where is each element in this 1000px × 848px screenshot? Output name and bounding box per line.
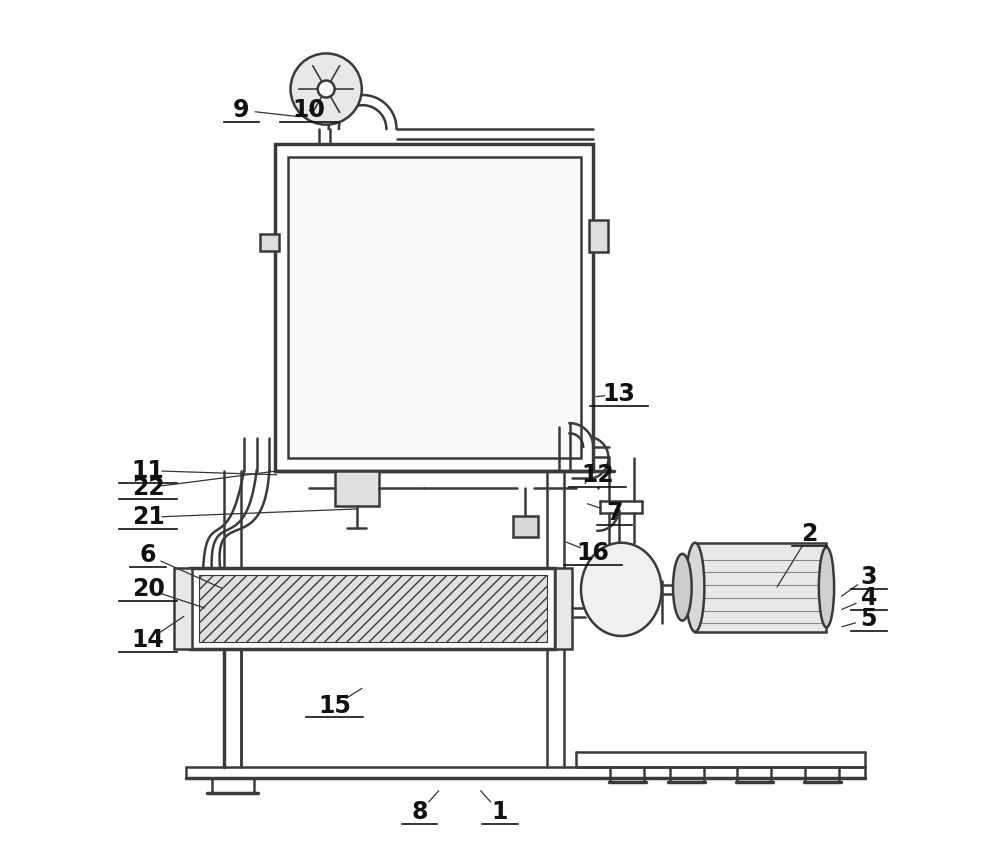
Ellipse shape — [581, 543, 662, 636]
Text: 8: 8 — [411, 801, 428, 824]
Text: 6: 6 — [140, 544, 156, 567]
Text: 3: 3 — [861, 565, 877, 589]
Text: 12: 12 — [581, 463, 614, 487]
Bar — [199, 575, 547, 642]
Text: 20: 20 — [132, 577, 165, 601]
Bar — [513, 516, 538, 537]
Ellipse shape — [686, 543, 704, 632]
Text: 15: 15 — [318, 694, 351, 717]
Bar — [288, 157, 581, 458]
Text: 7: 7 — [606, 501, 623, 525]
Text: 5: 5 — [861, 607, 877, 631]
Bar — [555, 568, 572, 649]
Bar — [190, 568, 555, 649]
Bar — [275, 144, 593, 471]
Text: 4: 4 — [861, 586, 877, 610]
Ellipse shape — [673, 554, 692, 621]
Ellipse shape — [819, 547, 834, 628]
Circle shape — [291, 53, 362, 125]
Text: 11: 11 — [132, 459, 164, 483]
Bar — [174, 568, 192, 649]
Text: 14: 14 — [132, 628, 164, 652]
Text: 9: 9 — [233, 98, 250, 122]
Text: 13: 13 — [602, 382, 635, 406]
Bar — [589, 220, 608, 252]
Bar — [260, 234, 279, 251]
Text: 10: 10 — [293, 98, 326, 122]
Bar — [695, 543, 826, 632]
Text: 21: 21 — [132, 505, 164, 529]
Text: 2: 2 — [801, 522, 818, 546]
Circle shape — [318, 81, 335, 98]
Bar — [335, 471, 379, 506]
Text: 1: 1 — [492, 801, 508, 824]
Text: 22: 22 — [132, 476, 164, 499]
Text: 16: 16 — [577, 541, 610, 565]
